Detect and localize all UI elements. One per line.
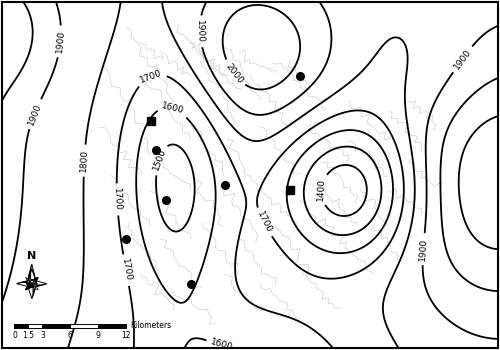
Text: 1900: 1900 [55, 30, 66, 53]
Text: 1600: 1600 [210, 337, 234, 350]
Polygon shape [27, 284, 32, 299]
Polygon shape [26, 282, 34, 290]
Text: 2000: 2000 [224, 62, 244, 85]
Polygon shape [30, 282, 38, 290]
Bar [14, 324, 28, 328]
Bar [98, 324, 126, 328]
Text: 1700: 1700 [120, 258, 132, 282]
Polygon shape [17, 280, 32, 284]
Text: 1900: 1900 [452, 47, 473, 71]
Polygon shape [17, 284, 32, 288]
Text: 1800: 1800 [79, 149, 90, 172]
Bar [70, 324, 98, 328]
Text: 1400: 1400 [316, 178, 326, 201]
Text: 1900: 1900 [418, 237, 428, 261]
Text: 1900: 1900 [26, 102, 43, 126]
Polygon shape [26, 278, 34, 286]
Polygon shape [30, 278, 38, 286]
Text: Kilometers: Kilometers [130, 321, 171, 330]
Polygon shape [32, 284, 37, 299]
Polygon shape [32, 280, 46, 284]
Text: 1500: 1500 [151, 147, 168, 172]
Bar [28, 324, 42, 328]
Polygon shape [27, 269, 37, 284]
Polygon shape [27, 264, 32, 284]
Text: N: N [27, 251, 36, 261]
Text: 1700: 1700 [254, 210, 273, 235]
Text: 1.5: 1.5 [22, 331, 34, 340]
Text: 0: 0 [12, 331, 17, 340]
Text: 1600: 1600 [161, 102, 186, 116]
Polygon shape [27, 269, 37, 284]
Text: 3: 3 [40, 331, 45, 340]
Bar [42, 324, 70, 328]
Text: 1700: 1700 [139, 68, 164, 85]
Polygon shape [32, 264, 37, 284]
Text: 12: 12 [122, 331, 131, 340]
Polygon shape [32, 284, 46, 288]
Text: 1900: 1900 [195, 20, 204, 43]
Text: 9: 9 [96, 331, 100, 340]
Text: 6: 6 [68, 331, 72, 340]
Text: 1700: 1700 [112, 188, 122, 211]
